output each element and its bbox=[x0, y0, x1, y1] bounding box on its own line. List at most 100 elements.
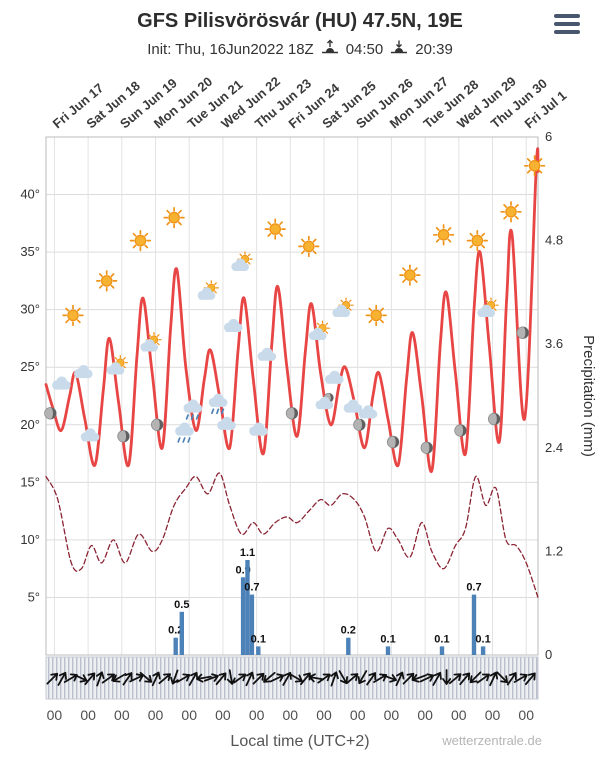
sunrise-time: 04:50 bbox=[345, 40, 384, 58]
wind-arrows bbox=[46, 669, 536, 687]
wind-arrow bbox=[122, 672, 133, 686]
sun-icon bbox=[163, 206, 185, 229]
meteogram-chart: 5° 10° 15° 20° 25° 30° 35° 40° 0 1.2 2.4 3.6 4.8 6 Pre… bbox=[20, 74, 597, 723]
precip-bar bbox=[256, 646, 261, 655]
suncloud-icon bbox=[107, 356, 128, 375]
svg-text:00: 00 bbox=[148, 707, 164, 723]
svg-text:00: 00 bbox=[215, 707, 231, 723]
wind-arrow bbox=[442, 669, 452, 685]
precip-bar bbox=[346, 637, 351, 655]
precip-bar bbox=[173, 637, 178, 655]
wind-arrow bbox=[357, 670, 368, 685]
sun-icon bbox=[523, 155, 546, 177]
svg-text:00: 00 bbox=[485, 707, 501, 723]
svg-text:00: 00 bbox=[316, 707, 332, 723]
sunrise-icon bbox=[320, 39, 340, 59]
footer: wetterzentrale.de Local time (UTC+2) bbox=[0, 733, 600, 779]
svg-text:0.2: 0.2 bbox=[341, 625, 356, 637]
dashed_maroon_line bbox=[45, 472, 539, 599]
wind-arrow bbox=[269, 673, 285, 683]
menu-bar bbox=[554, 14, 580, 18]
wind-arrow bbox=[170, 669, 179, 685]
precip-bar bbox=[240, 577, 246, 655]
wind-arrow bbox=[151, 671, 161, 687]
moon-icon bbox=[353, 418, 366, 432]
moon-icon bbox=[386, 435, 400, 449]
precip-bar bbox=[385, 646, 391, 655]
wind-arrow bbox=[366, 672, 377, 686]
wind-arrow bbox=[245, 671, 255, 687]
precip-bar bbox=[480, 646, 486, 655]
svg-text:5°: 5° bbox=[28, 589, 40, 604]
svg-text:4.8: 4.8 bbox=[545, 233, 563, 248]
svg-text:00: 00 bbox=[451, 707, 467, 723]
svg-text:0.7: 0.7 bbox=[466, 582, 481, 594]
svg-text:10°: 10° bbox=[20, 532, 40, 547]
wind-arrow bbox=[203, 673, 219, 682]
menu-button[interactable] bbox=[554, 10, 580, 38]
precip-bar bbox=[249, 594, 255, 655]
svg-text:35°: 35° bbox=[20, 244, 40, 259]
svg-text:00: 00 bbox=[518, 707, 534, 723]
wind-arrow bbox=[411, 674, 427, 683]
wind-arrow bbox=[381, 674, 397, 683]
wind-arrow bbox=[57, 671, 67, 686]
svg-text:0.1: 0.1 bbox=[380, 633, 395, 645]
wind-arrow bbox=[506, 672, 517, 686]
temperature_2m_red_solid bbox=[44, 147, 540, 473]
wind-arrow bbox=[72, 673, 88, 683]
svg-text:00: 00 bbox=[249, 707, 265, 723]
wind-arrow bbox=[139, 671, 153, 683]
moon-icon bbox=[44, 407, 57, 420]
wind-arrow bbox=[513, 673, 528, 683]
wind-arrow bbox=[112, 673, 127, 683]
svg-text:0.7: 0.7 bbox=[244, 582, 259, 594]
mooncloud-icon bbox=[316, 393, 334, 409]
svg-text:3.6: 3.6 bbox=[545, 336, 563, 351]
wind-arrow bbox=[158, 673, 171, 685]
sun-icon bbox=[96, 270, 118, 292]
svg-text:0.5: 0.5 bbox=[174, 599, 189, 611]
page-title: GFS Pilisvörösvár (HU) 47.5N, 19E bbox=[137, 10, 463, 32]
svg-text:00: 00 bbox=[47, 707, 63, 723]
raincloud-icon bbox=[209, 394, 228, 414]
moon-icon bbox=[285, 407, 299, 420]
sun-icon bbox=[399, 264, 421, 286]
suncloud-icon bbox=[231, 252, 252, 271]
svg-text:40°: 40° bbox=[20, 187, 40, 202]
wind-arrow bbox=[317, 673, 331, 684]
svg-text:00: 00 bbox=[417, 707, 433, 723]
wind-arrow bbox=[524, 672, 536, 686]
sun-icon bbox=[466, 229, 488, 252]
svg-text:00: 00 bbox=[181, 707, 197, 723]
precip-bars: 0.20.50.91.10.70.10.20.1 0.10.70.1 bbox=[168, 547, 491, 655]
svg-text:00: 00 bbox=[350, 707, 366, 723]
moon-icon bbox=[420, 441, 434, 455]
hour-labels: 00 00 00 00 00 00 00 00 00 00 00 00 00 00 00 bbox=[47, 707, 535, 723]
suncloud-icon bbox=[309, 321, 330, 340]
wind-arrow bbox=[176, 673, 191, 683]
suncloud-icon bbox=[140, 333, 161, 352]
moon-icon bbox=[117, 430, 130, 443]
menu-bar bbox=[554, 30, 580, 34]
svg-text:0.1: 0.1 bbox=[475, 633, 490, 645]
svg-text:0.1: 0.1 bbox=[434, 633, 449, 645]
svg-text:0: 0 bbox=[545, 647, 552, 662]
header: GFS Pilisvörösvár (HU) 47.5N, 19E Init: … bbox=[0, 0, 600, 59]
sun-icon bbox=[365, 304, 387, 327]
sun-icon bbox=[298, 235, 320, 258]
suncloud-icon bbox=[332, 298, 353, 317]
moon-icon bbox=[516, 326, 530, 339]
moon-icon bbox=[454, 424, 467, 437]
menu-bar bbox=[554, 22, 580, 26]
wind-arrow bbox=[330, 671, 339, 687]
wind-arrow bbox=[84, 672, 96, 686]
wind-arrow bbox=[46, 672, 59, 685]
sun-icon bbox=[129, 229, 152, 252]
sun-icon bbox=[62, 304, 84, 327]
precip-bar bbox=[179, 611, 184, 655]
sun-icon bbox=[500, 201, 522, 223]
wind-arrow bbox=[95, 671, 105, 687]
